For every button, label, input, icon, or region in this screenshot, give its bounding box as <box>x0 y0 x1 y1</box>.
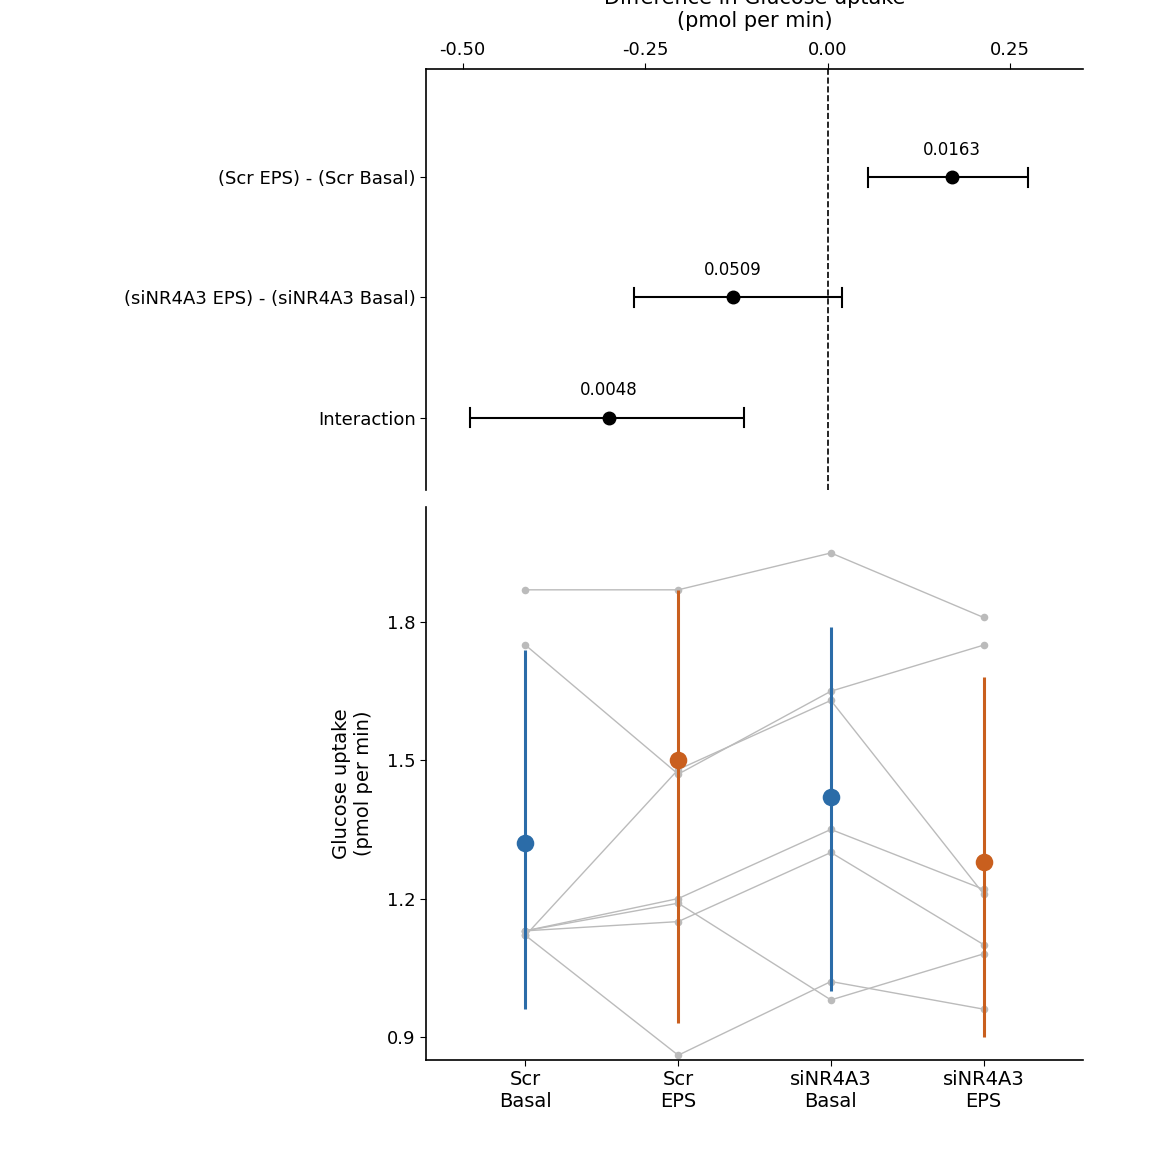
Point <box>669 889 688 908</box>
Y-axis label: Glucose uptake
(pmol per min): Glucose uptake (pmol per min) <box>332 708 373 858</box>
Point <box>975 1000 993 1018</box>
Point <box>516 922 535 940</box>
Point <box>516 926 535 945</box>
Point <box>821 788 840 806</box>
Point <box>975 945 993 963</box>
Point <box>669 1046 688 1064</box>
Point <box>821 544 840 562</box>
Point <box>821 972 840 991</box>
Text: 0.0163: 0.0163 <box>923 142 980 159</box>
Point <box>821 820 840 839</box>
Point <box>669 912 688 931</box>
Text: 0.0509: 0.0509 <box>704 262 761 280</box>
Point <box>669 760 688 779</box>
Point <box>975 885 993 903</box>
Point <box>975 880 993 899</box>
Point <box>516 834 535 852</box>
Point <box>975 636 993 654</box>
Point <box>975 935 993 954</box>
Point <box>516 581 535 599</box>
Point <box>975 852 993 871</box>
Point <box>516 922 535 940</box>
X-axis label: Difference in Glucose uptake
(pmol per min): Difference in Glucose uptake (pmol per m… <box>604 0 905 31</box>
Point <box>821 843 840 862</box>
Point <box>516 636 535 654</box>
Point <box>669 894 688 912</box>
Point <box>975 608 993 627</box>
Point <box>821 691 840 710</box>
Point <box>516 926 535 945</box>
Point <box>669 581 688 599</box>
Point <box>669 751 688 770</box>
Point <box>821 682 840 700</box>
Text: 0.0048: 0.0048 <box>579 381 637 400</box>
Point <box>821 991 840 1009</box>
Point <box>516 922 535 940</box>
Point <box>669 765 688 783</box>
